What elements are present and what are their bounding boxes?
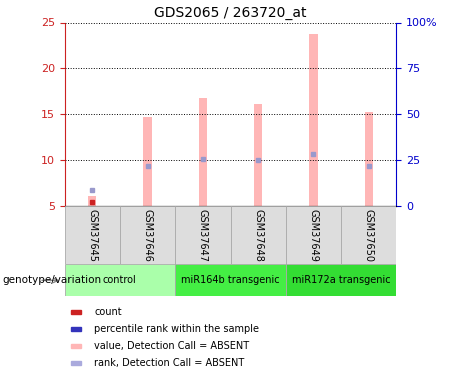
Bar: [309, 33, 318, 206]
Bar: [71, 361, 81, 364]
Text: count: count: [95, 307, 122, 317]
Text: GSM37647: GSM37647: [198, 209, 208, 262]
Text: miR172a transgenic: miR172a transgenic: [292, 275, 390, 285]
Text: percentile rank within the sample: percentile rank within the sample: [95, 324, 260, 334]
Bar: [71, 310, 81, 314]
Bar: [143, 117, 152, 206]
Bar: [286, 264, 396, 296]
Bar: [230, 206, 286, 264]
Text: control: control: [103, 275, 137, 285]
Bar: [341, 206, 396, 264]
Bar: [365, 112, 373, 206]
Bar: [199, 98, 207, 206]
Bar: [286, 206, 341, 264]
Text: miR164b transgenic: miR164b transgenic: [181, 275, 280, 285]
Title: GDS2065 / 263720_at: GDS2065 / 263720_at: [154, 6, 307, 20]
Text: GSM37646: GSM37646: [142, 209, 153, 262]
Text: rank, Detection Call = ABSENT: rank, Detection Call = ABSENT: [95, 358, 245, 368]
Bar: [65, 206, 120, 264]
Text: genotype/variation: genotype/variation: [2, 275, 101, 285]
Text: GSM37650: GSM37650: [364, 209, 374, 262]
Bar: [65, 264, 175, 296]
Text: GSM37649: GSM37649: [308, 209, 319, 262]
Text: GSM37648: GSM37648: [253, 209, 263, 262]
Bar: [175, 206, 230, 264]
Bar: [88, 196, 96, 206]
Bar: [120, 206, 175, 264]
Bar: [71, 344, 81, 348]
Bar: [254, 104, 262, 206]
Bar: [175, 264, 286, 296]
Text: GSM37645: GSM37645: [87, 209, 97, 262]
Bar: [71, 327, 81, 331]
Text: value, Detection Call = ABSENT: value, Detection Call = ABSENT: [95, 341, 249, 351]
